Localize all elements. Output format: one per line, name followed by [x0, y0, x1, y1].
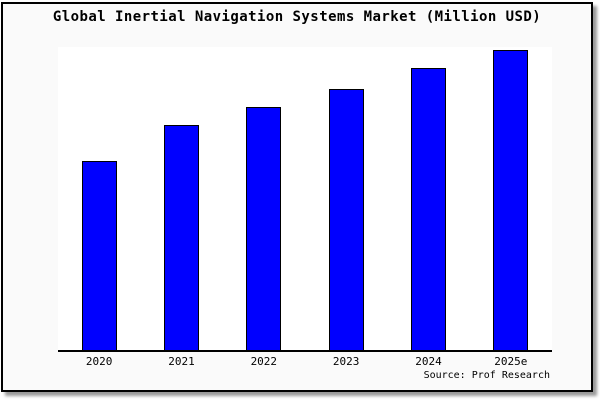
bar-slot-2021 — [140, 47, 222, 350]
x-tick-label-2023: 2023 — [332, 355, 360, 368]
bar-2022 — [246, 107, 282, 350]
source-attribution: Source: Prof Research — [423, 370, 550, 381]
x-tick-label-2024: 2024 — [415, 355, 442, 368]
bar-slot-2020 — [58, 47, 140, 350]
bar-slot-2024 — [387, 47, 469, 350]
bar-slot-2023 — [305, 47, 387, 350]
bar-2025e — [493, 50, 529, 350]
x-tick-label-2021: 2021 — [168, 355, 195, 368]
bars-row — [58, 47, 552, 350]
bar-slot-2025e — [470, 47, 552, 350]
chart-title: Global Inertial Navigation Systems Marke… — [52, 9, 542, 25]
bar-2023 — [328, 89, 364, 350]
bar-2020 — [81, 161, 117, 350]
plot-area — [58, 47, 552, 352]
chart-frame: Global Inertial Navigation Systems Marke… — [1, 2, 593, 392]
x-tick-label-2022: 2022 — [250, 355, 278, 368]
bar-2024 — [410, 68, 446, 350]
x-axis-labels: 2020 2021 2022 2023 2024 2025e — [58, 355, 552, 368]
bar-2021 — [163, 125, 199, 350]
x-tick-label-2025e: 2025e — [494, 355, 528, 368]
bar-slot-2022 — [223, 47, 305, 350]
x-tick-label-2020: 2020 — [85, 355, 113, 368]
